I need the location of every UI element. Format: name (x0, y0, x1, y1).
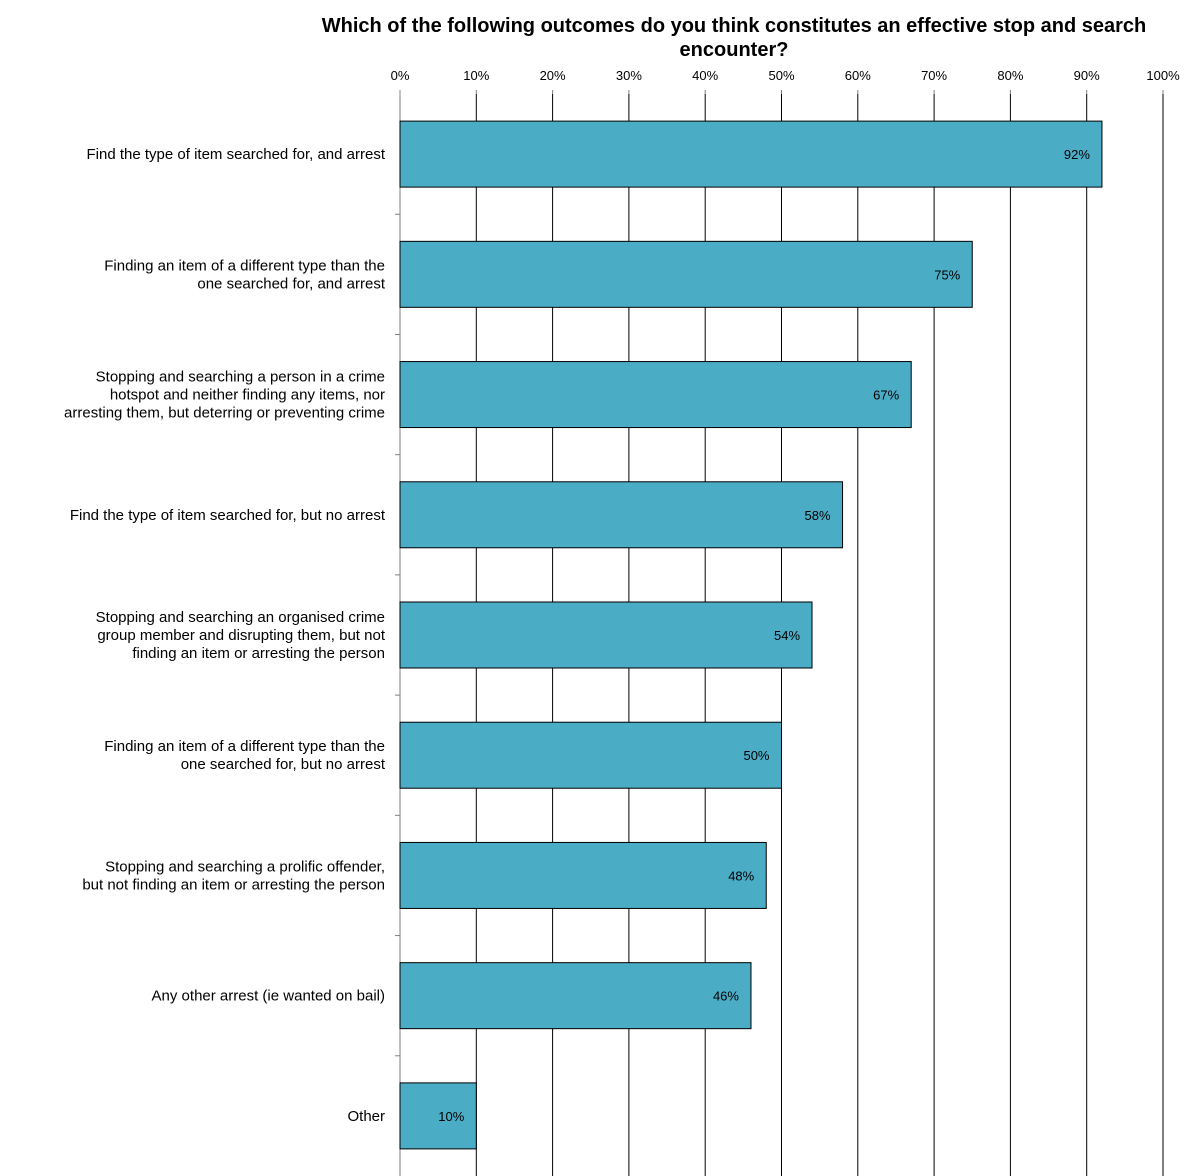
category-label-line: hotspot and neither finding any items, n… (110, 387, 385, 404)
bar (399, 721, 782, 789)
category-label: Finding an item of a different type than… (104, 738, 386, 773)
category-label-line: one searched for, and arrest (197, 275, 385, 292)
category-label-line: arresting them, but deterring or prevent… (64, 405, 385, 422)
category-labels: Find the type of item searched for, and … (64, 146, 386, 1125)
bar (399, 361, 912, 429)
x-tick-label: 50% (768, 68, 794, 83)
x-tick-label: 60% (845, 68, 871, 83)
chart-title: Which of the following outcomes do you t… (321, 15, 1147, 61)
category-label-line: Stopping and searching a prolific offend… (105, 858, 385, 875)
x-tick-label: 20% (540, 68, 566, 83)
bar (399, 1082, 477, 1150)
category-label: Find the type of item searched for, but … (70, 507, 386, 524)
category-label-line: finding an item or arresting the person (132, 645, 385, 662)
category-label-line: group member and disrupting them, but no… (97, 627, 385, 644)
bar (399, 601, 813, 669)
category-label-line: Find the type of item searched for, and … (87, 146, 386, 163)
category-label-line: Any other arrest (ie wanted on bail) (152, 988, 385, 1005)
data-label: 50% (743, 748, 769, 763)
category-label-line: Find the type of item searched for, but … (70, 507, 386, 524)
category-label: Stopping and searching a person in a cri… (64, 369, 385, 422)
category-label-line: Other (347, 1108, 385, 1125)
x-tick-label: 80% (997, 68, 1023, 83)
data-label: 48% (728, 868, 754, 883)
category-label-line: Stopping and searching an organised crim… (96, 609, 385, 626)
x-tick-label: 70% (921, 68, 947, 83)
bar (399, 962, 752, 1030)
data-label: 92% (1064, 147, 1090, 162)
data-label: 54% (774, 628, 800, 643)
category-label: Any other arrest (ie wanted on bail) (152, 988, 385, 1005)
data-label: 58% (805, 508, 831, 523)
x-tick-label: 40% (692, 68, 718, 83)
bar (399, 120, 1103, 188)
data-label: 46% (713, 989, 739, 1004)
category-label: Stopping and searching a prolific offend… (82, 858, 385, 893)
category-label-line: Finding an item of a different type than… (104, 738, 385, 755)
category-label: Stopping and searching an organised crim… (96, 609, 386, 662)
data-label: 10% (438, 1109, 464, 1124)
category-label: Find the type of item searched for, and … (87, 146, 386, 163)
x-tick-label: 30% (616, 68, 642, 83)
bar (399, 481, 844, 549)
data-label: 75% (934, 267, 960, 282)
category-label-line: Finding an item of a different type than… (104, 257, 385, 274)
category-label-line: but not finding an item or arresting the… (82, 876, 385, 893)
category-label-line: one searched for, but no arrest (181, 756, 386, 773)
category-label-line: Stopping and searching a person in a cri… (96, 369, 385, 386)
x-tick-label: 90% (1074, 68, 1100, 83)
bar (399, 240, 973, 308)
bar (399, 841, 767, 909)
data-label: 67% (873, 388, 899, 403)
bars (399, 120, 1103, 1150)
x-tick-label: 10% (463, 68, 489, 83)
x-tick-label: 100% (1146, 68, 1180, 83)
category-label: Finding an item of a different type than… (104, 257, 386, 292)
value-labels: 92% 75% 67% 58% 54% 50% 48% 46% 10% (438, 147, 1090, 1124)
category-label: Other (347, 1108, 385, 1125)
x-tick-label: 0% (391, 68, 410, 83)
x-axis-ticks: 0% 10% 20% 30% 40% 50% 60% 70% 80% 90% 100% (391, 68, 1180, 1057)
